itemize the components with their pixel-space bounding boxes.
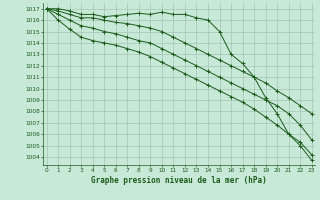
X-axis label: Graphe pression niveau de la mer (hPa): Graphe pression niveau de la mer (hPa)	[91, 176, 267, 185]
